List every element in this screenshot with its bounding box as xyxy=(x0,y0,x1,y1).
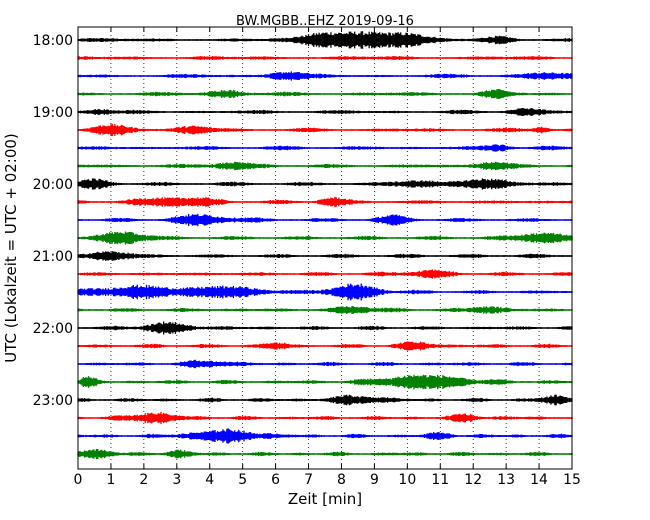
y-tick-label: 21:00 xyxy=(33,249,73,265)
x-tick-label: 0 xyxy=(74,472,83,488)
grid-lines xyxy=(110,27,540,469)
chart-title: BW.MGBB..EHZ 2019-09-16 xyxy=(236,14,414,29)
x-tick-label: 1 xyxy=(106,472,115,488)
x-tick-label: 7 xyxy=(304,472,313,488)
x-tick-label: 8 xyxy=(337,472,346,488)
x-tick-label: 12 xyxy=(464,472,482,488)
y-tick-label: 23:00 xyxy=(33,393,73,409)
plot-frame xyxy=(77,26,573,470)
y-tick-label: 22:00 xyxy=(33,321,73,337)
x-axis-label: Zeit [min] xyxy=(288,490,362,508)
x-tick-label: 3 xyxy=(172,472,181,488)
x-tick-label: 14 xyxy=(530,472,548,488)
x-tick-label: 10 xyxy=(398,472,416,488)
y-tick-label: 20:00 xyxy=(33,177,73,193)
x-axis: 0 1 2 3 4 5 6 7 8 9 10 11 12 13 14 15 xyxy=(74,27,581,488)
y-tick-label: 18:00 xyxy=(33,33,73,49)
x-tick-label: 9 xyxy=(370,472,379,488)
traces xyxy=(77,31,573,460)
plot-area xyxy=(78,27,572,469)
plot-background xyxy=(78,27,572,469)
y-tick-label: 19:00 xyxy=(33,105,73,121)
x-tick-label: 2 xyxy=(139,472,148,488)
y-axis: 18:00 19:00 20:00 21:00 22:00 23:00 xyxy=(33,33,572,409)
x-tick-label: 6 xyxy=(271,472,280,488)
x-tick-label: 13 xyxy=(497,472,515,488)
x-tick-label: 11 xyxy=(431,472,449,488)
y-axis-label: UTC (Lokalzeit = UTC + 02:00) xyxy=(2,133,20,363)
x-tick-label: 15 xyxy=(563,472,581,488)
x-tick-label: 4 xyxy=(205,472,214,488)
x-tick-label: 5 xyxy=(238,472,247,488)
